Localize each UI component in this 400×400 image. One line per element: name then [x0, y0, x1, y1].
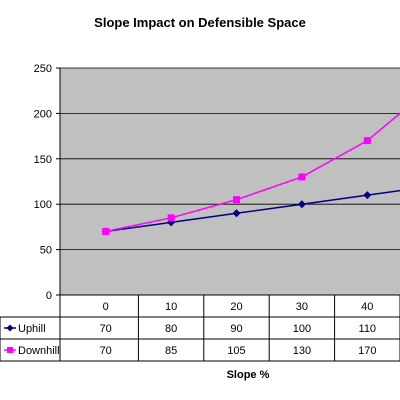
table-cell: 85: [165, 345, 177, 357]
data-point-downhill: [298, 173, 306, 181]
data-point-uphill: [297, 200, 306, 209]
y-tick-label: 50: [40, 245, 52, 257]
legend-marker: [7, 347, 13, 353]
x-tick-label: 0: [103, 301, 109, 313]
table-cell: 80: [165, 323, 177, 335]
series-line-uphill: [105, 189, 400, 233]
y-axis-ticks: 0 50 100 150 200 250: [34, 63, 61, 302]
y-tick-label: 150: [34, 154, 52, 166]
legend-label: Uphill: [18, 323, 46, 335]
x-tick-label: 20: [230, 301, 242, 313]
legend-marker: [6, 324, 14, 332]
x-tick-label: 10: [165, 301, 177, 313]
data-table: 0102030405Uphill7080901001101Downhill708…: [0, 294, 400, 362]
table-cell: 105: [227, 345, 245, 357]
plot-area: [60, 68, 400, 295]
x-axis-label: Slope %: [227, 369, 270, 381]
table-cell: 70: [100, 345, 112, 357]
table-cell: 90: [230, 323, 242, 335]
y-tick-label: 100: [34, 199, 52, 211]
table-cell: 110: [359, 323, 377, 335]
x-tick-label: 40: [361, 301, 373, 313]
data-point-downhill: [167, 214, 175, 222]
series-markers: [101, 137, 372, 236]
data-point-downhill: [363, 137, 371, 145]
series-line-downhill: [105, 112, 400, 233]
data-point-uphill: [363, 191, 372, 200]
chart-title: Slope Impact on Defensible Space: [94, 15, 306, 30]
y-tick-label: 200: [34, 108, 52, 120]
table-cell: 170: [358, 345, 376, 357]
y-tick-label: 0: [46, 290, 52, 302]
gridlines: [60, 67, 400, 251]
data-point-downhill: [102, 227, 110, 235]
series-lines: [105, 112, 400, 233]
legend-label: Downhill: [18, 345, 60, 357]
table-cell: 130: [293, 345, 311, 357]
table-cell: 100: [293, 323, 311, 335]
x-tick-label: 30: [296, 301, 308, 313]
data-point-uphill: [232, 209, 241, 218]
table-cell: 70: [100, 323, 112, 335]
data-point-downhill: [233, 196, 240, 204]
y-tick-label: 250: [34, 63, 52, 75]
